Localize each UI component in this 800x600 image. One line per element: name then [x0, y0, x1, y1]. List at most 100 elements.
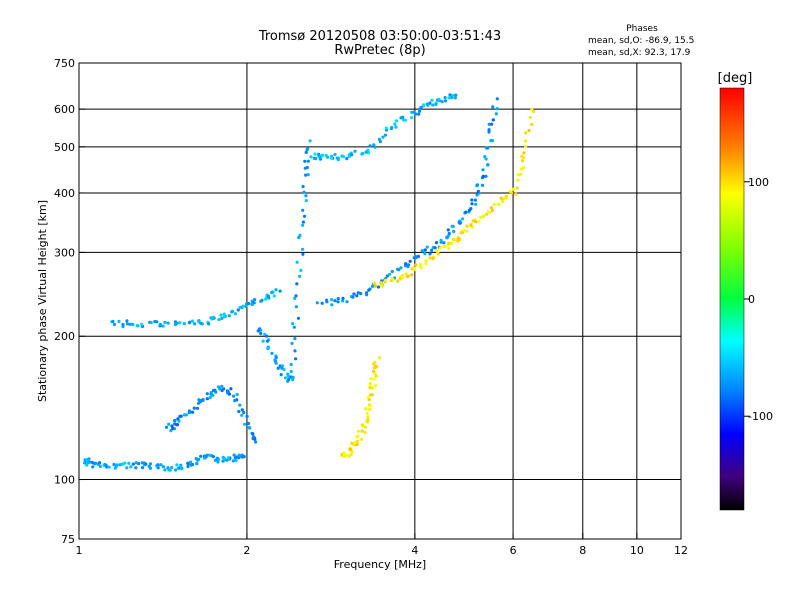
x-tick-label-6: 12 — [674, 544, 688, 557]
data-point-426 — [356, 291, 360, 295]
y-tick-label-4: 400 — [54, 187, 75, 200]
data-point-183 — [117, 319, 121, 323]
data-point-13 — [94, 461, 98, 465]
y-tick-label-1: 100 — [54, 474, 75, 487]
data-point-76 — [199, 454, 203, 458]
x-tick-label-2: 4 — [411, 544, 418, 557]
data-point-403 — [443, 96, 447, 100]
data-point-545 — [419, 262, 423, 267]
data-point-654 — [365, 411, 369, 416]
data-point-593 — [501, 200, 505, 204]
data-point-561 — [447, 241, 451, 245]
data-point-303 — [294, 294, 298, 298]
data-point-362 — [368, 144, 372, 148]
data-point-75 — [197, 457, 201, 461]
data-point-57 — [170, 465, 174, 470]
colorbar-gradient — [719, 87, 745, 511]
data-point-514 — [490, 122, 494, 126]
data-point-374 — [393, 122, 397, 126]
data-point-502 — [481, 168, 485, 172]
data-point-619 — [530, 107, 534, 111]
data-point-418 — [336, 300, 340, 304]
x-axis-label: Frequency [MHz] — [334, 558, 426, 571]
data-point-138 — [200, 398, 204, 402]
data-point-60 — [175, 463, 179, 467]
data-point-155 — [229, 387, 233, 391]
data-point-473 — [446, 234, 450, 238]
data-point-166 — [242, 410, 246, 415]
data-point-445 — [399, 266, 403, 270]
data-point-373 — [394, 125, 398, 129]
data-point-478 — [451, 224, 455, 228]
data-point-396 — [434, 102, 438, 107]
data-point-644 — [355, 435, 359, 439]
data-point-357 — [361, 151, 365, 156]
data-point-28 — [115, 463, 119, 467]
data-point-307 — [295, 260, 299, 264]
data-point-516 — [494, 112, 498, 116]
data-point-280 — [276, 366, 280, 370]
data-point-347 — [335, 156, 339, 160]
data-point-316 — [304, 199, 308, 203]
data-point-297 — [293, 337, 297, 341]
data-point-141 — [205, 392, 209, 396]
data-point-462 — [425, 245, 429, 249]
data-point-656 — [364, 407, 368, 411]
data-point-39 — [141, 466, 145, 470]
data-point-276 — [274, 361, 278, 365]
data-point-163 — [238, 403, 242, 407]
data-point-110 — [164, 425, 169, 429]
data-point-645 — [356, 429, 360, 433]
data-point-186 — [125, 322, 129, 326]
data-point-563 — [451, 237, 456, 242]
data-point-262 — [256, 329, 260, 333]
data-point-431 — [368, 287, 372, 291]
data-point-312 — [301, 223, 305, 227]
data-point-533 — [398, 277, 402, 281]
data-point-241 — [247, 301, 251, 306]
data-point-647 — [363, 430, 367, 435]
data-point-660 — [368, 403, 372, 407]
data-point-198 — [155, 320, 159, 324]
data-point-381 — [410, 110, 414, 114]
data-point-31 — [123, 461, 127, 465]
data-point-458 — [423, 252, 427, 256]
data-point-560 — [447, 246, 451, 250]
plot-frame — [78, 62, 682, 540]
data-point-415 — [330, 298, 334, 302]
data-point-218 — [199, 321, 203, 325]
data-point-417 — [336, 297, 340, 301]
data-point-469 — [442, 241, 446, 245]
data-point-538 — [410, 273, 414, 277]
data-point-120 — [173, 419, 177, 423]
data-point-490 — [474, 202, 478, 206]
data-point-169 — [243, 422, 247, 426]
data-point-44 — [148, 462, 153, 466]
data-point-521 — [374, 284, 378, 288]
data-point-65 — [186, 464, 190, 469]
y-tick-label-0: 75 — [61, 533, 75, 546]
data-point-603 — [516, 178, 520, 182]
data-point-94 — [222, 456, 226, 460]
data-point-263 — [259, 331, 263, 336]
data-point-328 — [306, 147, 310, 151]
data-point-187 — [125, 319, 129, 323]
data-point-213 — [187, 321, 191, 325]
data-point-627 — [342, 454, 346, 458]
data-point-446 — [397, 268, 401, 272]
data-point-495 — [476, 189, 480, 193]
data-point-70 — [189, 463, 193, 467]
data-point-526 — [384, 278, 388, 282]
data-point-667 — [374, 383, 378, 388]
data-point-308 — [301, 252, 305, 256]
data-point-669 — [369, 377, 373, 381]
data-point-285 — [286, 374, 290, 378]
data-point-61 — [177, 466, 181, 470]
data-point-393 — [431, 103, 435, 107]
data-point-363 — [373, 145, 377, 149]
data-point-256 — [272, 294, 276, 298]
data-point-407 — [451, 93, 455, 97]
data-point-37 — [137, 462, 141, 466]
data-point-165 — [237, 409, 241, 414]
